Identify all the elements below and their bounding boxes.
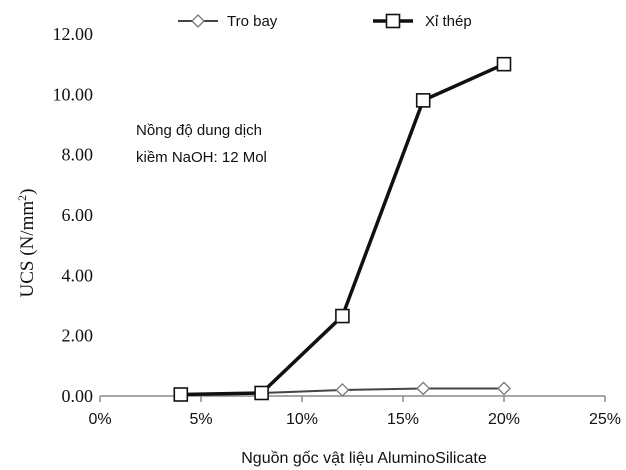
annotation: Nồng độ dung dịch kiềm NaOH: 12 Mol (136, 122, 267, 166)
legend-label: Xỉ thép (425, 13, 472, 30)
series-xi-thep (173, 56, 512, 402)
annotation-line-1: Nồng độ dung dịch (136, 122, 262, 139)
series-tro-bay (173, 381, 511, 402)
xi-thep-point (496, 56, 512, 72)
legend-label: Tro bay (227, 13, 278, 30)
y-tick-label: 6.00 (62, 205, 94, 225)
xi-thep-point (385, 13, 401, 29)
tro-bay-point (191, 14, 205, 28)
legend: Tro bay Xỉ thép (178, 13, 472, 30)
x-tick-label: 5% (189, 411, 212, 428)
legend-item-xi-thep: Xỉ thép (373, 13, 472, 30)
xi-thep-point (335, 308, 350, 324)
y-axis-ticks: 0.00 2.00 4.00 6.00 8.00 10.00 12.00 (53, 24, 94, 406)
y-tick-label: 4.00 (62, 265, 94, 285)
y-tick-label: 0.00 (62, 386, 94, 406)
y-axis-label: UCS (N/mm2) (15, 189, 38, 298)
tro-bay-point (335, 383, 350, 397)
legend-item-tro-bay: Tro bay (178, 13, 278, 30)
x-tick-label: 10% (286, 411, 318, 428)
xi-thep-point (173, 387, 189, 402)
x-tick-label: 25% (589, 411, 621, 428)
x-tick-label: 0% (88, 411, 111, 428)
series-layer (173, 56, 512, 402)
x-tick-label: 15% (387, 411, 419, 428)
annotation-line-2: kiềm NaOH: 12 Mol (136, 149, 267, 166)
y-tick-label: 12.00 (53, 24, 94, 44)
xi-thep-point (254, 385, 269, 401)
x-tick-label: 20% (488, 411, 520, 428)
y-tick-label: 2.00 (62, 326, 94, 346)
x-axis-ticks: 0% 5% 10% 15% 20% 25% (88, 396, 621, 428)
tro-bay-point (416, 381, 431, 396)
tro-bay-point (497, 381, 511, 396)
y-tick-label: 10.00 (53, 84, 94, 104)
xi-thep-line (180, 62, 505, 397)
y-tick-label: 8.00 (62, 145, 94, 165)
x-axis-label: Nguồn gốc vật liệu AluminoSilicate (241, 450, 487, 467)
xi-thep-point (415, 93, 431, 108)
